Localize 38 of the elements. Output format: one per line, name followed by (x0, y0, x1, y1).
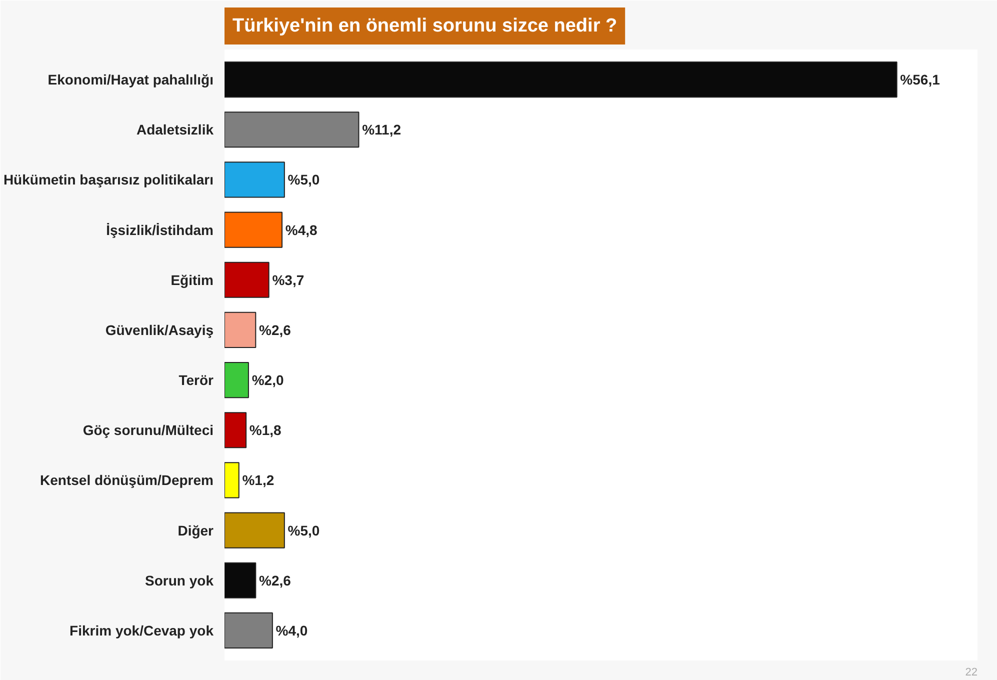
y-tick-label: Sorun yok (145, 572, 214, 588)
data-label: %1,2 (242, 472, 274, 488)
data-label: %56,1 (900, 72, 940, 88)
bar (224, 362, 249, 398)
bar (224, 562, 256, 598)
y-tick-label: Fikrim yok/Cevap yok (70, 622, 214, 638)
bar (224, 212, 283, 248)
y-tick-label: Hükümetin başarısız politikaları (3, 172, 214, 188)
bar (224, 312, 256, 348)
data-label: %4,8 (285, 222, 318, 238)
data-label: %2,0 (252, 372, 284, 388)
y-tick-label: Kentsel dönüşüm/Deprem (40, 472, 214, 488)
y-tick-label: Ekonomi/Hayat pahalılığı (48, 72, 214, 88)
y-tick-label: Göç sorunu/Mülteci (82, 422, 214, 438)
data-label: %2,6 (259, 572, 292, 588)
bar (224, 262, 270, 298)
text: 22 (965, 666, 978, 678)
bar (224, 612, 273, 648)
data-label: %11,2 (362, 122, 402, 138)
data-label: %1,8 (249, 422, 282, 438)
y-tick-label: Terör (178, 372, 214, 388)
bar (224, 412, 247, 448)
chart-title: Türkiye'nin en önemli sorunu sizce nedir ? (232, 16, 618, 36)
y-tick-label: Güvenlik/Asayiş (105, 322, 214, 338)
data-label: %5,0 (288, 172, 320, 188)
bar (224, 462, 240, 498)
data-label: %5,0 (288, 522, 320, 538)
bar (224, 162, 285, 198)
y-tick-label: Adaletsizlik (136, 122, 214, 138)
data-label: %3,7 (272, 272, 304, 288)
y-tick-label: Eğitim (170, 272, 214, 288)
y-tick-label: İşsizlik/İstihdam (106, 222, 214, 238)
y-tick-label: Diğer (178, 522, 214, 538)
bar (224, 62, 898, 98)
bar (224, 512, 285, 548)
bar (224, 112, 360, 148)
data-label: %4,0 (276, 622, 308, 638)
data-label: %2,6 (259, 322, 292, 338)
